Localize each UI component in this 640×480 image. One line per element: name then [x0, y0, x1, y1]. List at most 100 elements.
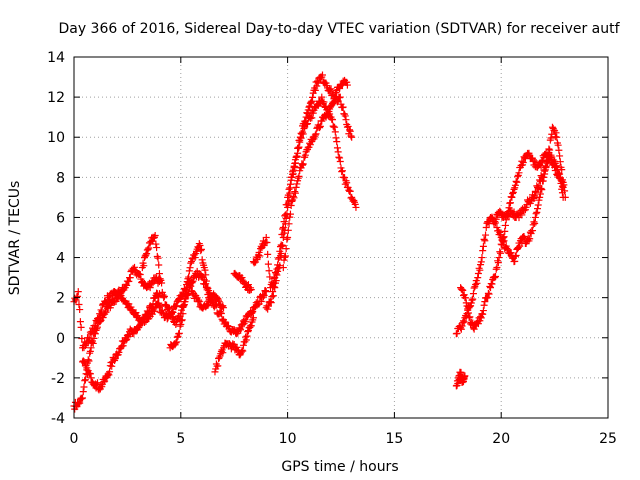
- data-point-sample: [543, 158, 551, 166]
- data-point-sample: [119, 342, 127, 350]
- data-point-sample: [152, 240, 160, 248]
- data-point-sample: [148, 303, 156, 311]
- data-point-sample: [532, 210, 540, 218]
- data-point-sample: [157, 302, 165, 310]
- data-point-sample: [74, 292, 82, 300]
- data-point: [465, 314, 473, 322]
- data-point-sample: [511, 257, 519, 265]
- data-point-sample: [242, 333, 250, 341]
- data-point: [493, 223, 501, 231]
- data-point-sample: [304, 109, 312, 117]
- data-point-sample: [277, 250, 285, 258]
- data-point-sample: [488, 213, 496, 221]
- data-point-sample: [479, 310, 487, 318]
- data-point-sample: [155, 261, 163, 269]
- data-point-sample: [492, 215, 500, 223]
- data-point: [143, 250, 151, 258]
- data-point-sample: [536, 190, 544, 198]
- data-point-sample: [86, 370, 94, 378]
- data-point-sample: [472, 281, 480, 289]
- data-point-sample: [218, 303, 226, 311]
- data-point-sample: [180, 301, 188, 309]
- data-point-sample: [481, 298, 489, 306]
- data-point: [343, 81, 351, 89]
- data-point-sample: [290, 194, 298, 202]
- data-point-sample: [291, 189, 299, 197]
- y-tick-label: 2: [56, 291, 65, 307]
- data-point: [553, 133, 561, 141]
- data-point-sample: [144, 309, 152, 317]
- data-point-sample: [307, 98, 315, 106]
- data-point: [339, 103, 347, 111]
- data-point-sample: [156, 275, 164, 283]
- data-point-sample: [172, 339, 180, 347]
- data-point-sample: [263, 238, 271, 246]
- data-point-sample: [247, 322, 255, 330]
- data-point-sample: [145, 308, 153, 316]
- data-point-sample: [262, 287, 270, 295]
- data-points: [70, 71, 569, 413]
- data-point-sample: [145, 244, 153, 252]
- data-point-sample: [301, 117, 309, 125]
- data-point: [262, 234, 270, 241]
- data-point-sample: [513, 178, 521, 186]
- data-point-sample: [311, 86, 319, 94]
- data-point-sample: [153, 244, 161, 252]
- data-point-sample: [464, 309, 472, 317]
- data-point-sample: [238, 274, 246, 282]
- data-point-sample: [554, 169, 562, 177]
- data-point-sample: [282, 245, 290, 253]
- data-point-sample: [144, 245, 152, 253]
- data-point-sample: [198, 256, 206, 264]
- data-point: [271, 284, 279, 292]
- data-point-sample: [504, 208, 512, 216]
- data-point-sample: [295, 143, 303, 151]
- data-point: [151, 231, 159, 239]
- data-point-sample: [506, 199, 514, 207]
- x-tick-label: 20: [492, 431, 510, 447]
- data-point-sample: [93, 314, 101, 322]
- data-point-sample: [556, 152, 564, 160]
- data-point-sample: [484, 289, 492, 297]
- data-point-sample: [123, 331, 131, 339]
- data-point-sample: [177, 320, 185, 328]
- data-point-sample: [482, 231, 490, 239]
- data-point: [514, 244, 522, 252]
- data-point-sample: [80, 358, 88, 366]
- y-tick-label: 4: [56, 251, 65, 267]
- series-arc-12: [452, 368, 469, 390]
- series-arc-7: [211, 314, 257, 376]
- data-point: [267, 298, 275, 306]
- data-point-sample: [249, 308, 257, 316]
- data-point-sample: [480, 301, 488, 309]
- axis-ticks: 0 5 10 15 20 25 -4 -2 0 2 4 6 8 10 12 14: [47, 50, 617, 447]
- data-point-sample: [561, 187, 569, 195]
- data-point: [209, 298, 217, 306]
- data-point-sample: [264, 302, 272, 310]
- data-point-sample: [556, 158, 564, 166]
- data-point-sample: [154, 293, 162, 301]
- data-point-sample: [201, 266, 209, 274]
- data-point-sample: [351, 200, 359, 208]
- data-point-sample: [102, 300, 110, 308]
- data-point-sample: [537, 185, 545, 193]
- data-point: [224, 322, 232, 330]
- data-point-sample: [460, 291, 468, 299]
- data-point-sample: [78, 335, 86, 343]
- data-point-sample: [331, 128, 339, 136]
- series-arc-11: [279, 93, 356, 272]
- data-point-sample: [346, 127, 354, 135]
- data-point-sample: [346, 187, 354, 195]
- data-point-sample: [269, 288, 277, 296]
- data-point-sample: [86, 336, 94, 344]
- data-point-sample: [502, 216, 510, 224]
- data-point-sample: [76, 306, 84, 314]
- data-point-sample: [91, 325, 99, 333]
- data-point-sample: [328, 116, 336, 124]
- data-point-sample: [466, 313, 474, 321]
- data-point-sample: [285, 220, 293, 228]
- data-point-sample: [511, 181, 519, 189]
- data-point: [74, 400, 82, 408]
- data-point: [220, 304, 228, 312]
- data-point-sample: [298, 130, 306, 138]
